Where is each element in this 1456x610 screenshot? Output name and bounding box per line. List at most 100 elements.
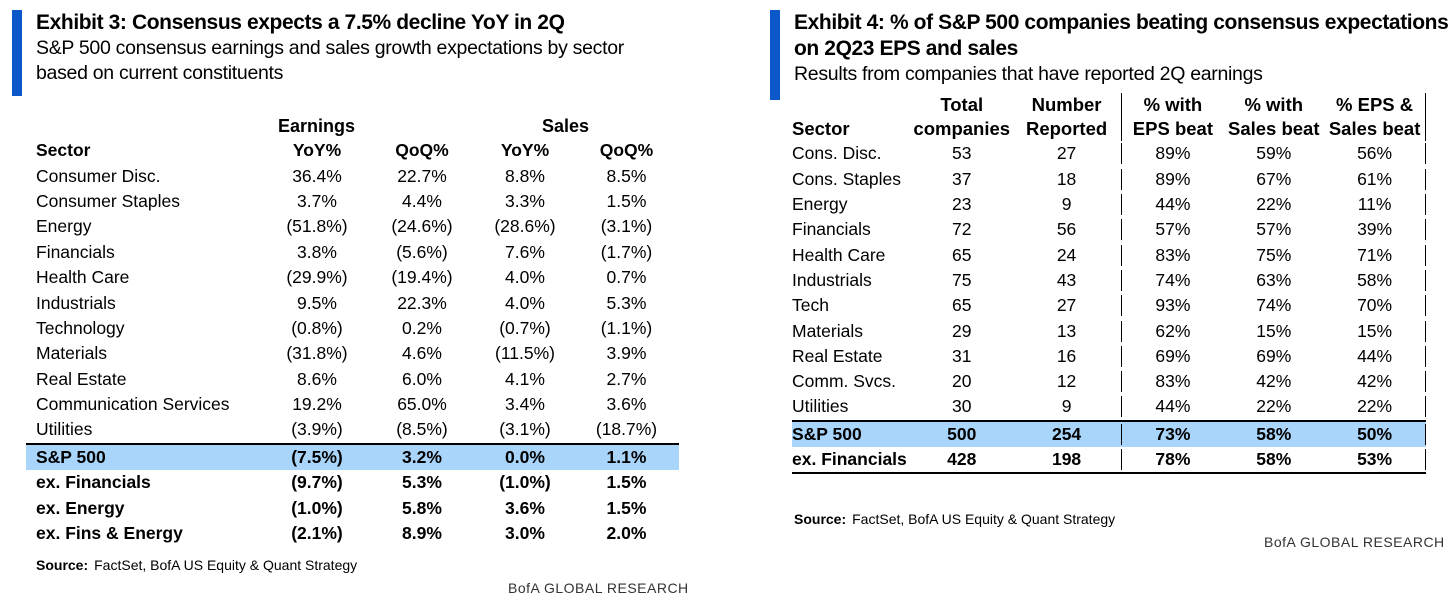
sector-cell: Technology (36, 317, 125, 338)
value-cell: (2.1%) (291, 523, 343, 544)
value-cell: 0.0% (505, 446, 545, 467)
value-cell: 56% (1324, 143, 1427, 165)
sector-cell: Utilities (36, 419, 93, 440)
value-cell: 42% (1324, 371, 1427, 393)
value-cell: 1.5% (606, 497, 647, 518)
value-cell: (1.0%) (291, 497, 343, 518)
value-cell: 22.3% (397, 292, 447, 313)
value-cell: 29 (952, 320, 972, 341)
column-header: Total companies (913, 94, 1011, 140)
exhibit-4-title-line1: Exhibit 4: % of S&P 500 companies beatin… (794, 11, 1449, 34)
value-cell: 22% (1256, 194, 1292, 215)
value-cell: 4.1% (505, 368, 545, 389)
column-header: Sector (36, 140, 91, 161)
exhibit-3-brand: BofA GLOBAL RESEARCH (508, 580, 689, 596)
sector-cell: Financials (36, 241, 115, 262)
table-row: Consumer Staples 3.7% 4.4% 3.3% 1.5% (26, 189, 679, 214)
value-cell: 53 (952, 143, 972, 164)
value-cell: 9 (1061, 396, 1072, 417)
value-cell: (11.5%) (495, 343, 555, 364)
value-cell: 65.0% (397, 394, 447, 415)
value-cell: 72 (952, 219, 972, 240)
value-cell: 8.9% (402, 523, 442, 544)
value-cell: 58% (1324, 269, 1427, 291)
exhibit-3-subtitle-line1: S&P 500 consensus earnings and sales gro… (36, 37, 624, 59)
value-cell: 3.9% (606, 343, 647, 364)
table-row: Utilities (3.9%) (8.5%) (3.1%) (18.7%) (26, 417, 679, 442)
value-cell: (18.7%) (595, 419, 658, 440)
table-row: Cons. Disc. 53 27 89% 59% 56% (792, 141, 1427, 166)
value-cell: 5.8% (402, 497, 442, 518)
table-row: Energy 23 9 44% 22% 11% (792, 192, 1427, 217)
value-cell: 20 (952, 371, 972, 392)
sector-cell: Energy (36, 216, 92, 237)
value-cell: 39% (1324, 219, 1427, 241)
source-label: Source: (36, 557, 89, 573)
sector-cell: Health Care (792, 244, 886, 265)
value-cell: 254 (1051, 423, 1082, 444)
column-header: % with EPS beat (1121, 93, 1223, 142)
table-row: Real Estate 8.6% 6.0% 4.1% 2.7% (26, 367, 679, 392)
total-row: ex. Energy (1.0%) 5.8% 3.6% 1.5% (26, 495, 679, 520)
sector-cell: Cons. Disc. (792, 143, 882, 164)
value-cell: 5.3% (402, 472, 442, 493)
value-cell: 4.0% (505, 292, 545, 313)
value-cell: 73% (1121, 423, 1223, 445)
value-cell: 31 (952, 345, 972, 366)
accent-bar (770, 10, 780, 100)
value-cell: 67% (1256, 168, 1292, 189)
value-cell: 4.6% (402, 343, 442, 364)
value-cell: 4.4% (402, 190, 442, 211)
sector-cell: S&P 500 (36, 446, 106, 467)
value-cell: 58% (1256, 423, 1292, 444)
value-cell: (31.8%) (286, 343, 348, 364)
exhibit-4-brand: BofA GLOBAL RESEARCH (1264, 534, 1445, 550)
value-cell: 65 (952, 244, 972, 265)
value-cell: 11% (1324, 194, 1427, 216)
exhibit-3-subtitle-line2: based on current constituents (36, 62, 284, 84)
value-cell: 69% (1121, 345, 1223, 367)
sector-cell: ex. Financials (36, 472, 151, 493)
value-cell: 89% (1121, 168, 1223, 190)
value-cell: 3.0% (505, 523, 545, 544)
value-cell: 27 (1056, 143, 1077, 164)
table-row: Industrials 9.5% 22.3% 4.0% 5.3% (26, 290, 679, 315)
table-row: Materials (31.8%) 4.6% (11.5%) 3.9% (26, 341, 679, 366)
value-cell: 50% (1324, 423, 1427, 445)
exhibit-4-body: Cons. Disc. 53 27 89% 59% 56% Cons. Staples 37 1… (792, 141, 1427, 419)
column-header: QoQ% (599, 140, 654, 161)
value-cell: 83% (1121, 244, 1223, 266)
value-cell: 56 (1056, 219, 1077, 240)
value-cell: 74% (1256, 295, 1292, 316)
table-row: Technology (0.8%) 0.2% (0.7%) (1.1%) (26, 316, 679, 341)
table-row: Communication Services 19.2% 65.0% 3.4% 3.6% (26, 392, 679, 417)
table-row: Cons. Staples 37 18 89% 67% 61% (792, 167, 1427, 192)
value-cell: 8.8% (505, 165, 545, 186)
value-cell: 19.2% (292, 394, 342, 415)
value-cell: 44% (1121, 396, 1223, 418)
value-cell: 69% (1256, 345, 1292, 366)
exhibit-3-header: Exhibit 3: Consensus expects a 7.5% decl… (36, 10, 690, 86)
sector-cell: ex. Financials (792, 449, 907, 469)
total-row: ex. Fins & Energy (2.1%) 8.9% 3.0% 2.0% (26, 521, 679, 546)
value-cell: 23 (952, 194, 972, 215)
sector-cell: S&P 500 (792, 423, 862, 444)
value-cell: 3.7% (297, 190, 337, 211)
column-header: Number Reported (1025, 94, 1108, 140)
value-cell: 7.6% (505, 241, 545, 262)
value-cell: 3.8% (297, 241, 337, 262)
exhibit-3-totals: S&P 500 (7.5%) 3.2% 0.0% 1.1% ex. Financials (… (26, 442, 679, 547)
value-cell: 65 (952, 295, 972, 316)
group-sales: Sales (542, 116, 590, 136)
table-row: Comm. Svcs. 20 12 83% 42% 42% (792, 369, 1427, 394)
source-text: FactSet, BofA US Equity & Quant Strategy (94, 557, 358, 573)
value-cell: 43 (1056, 269, 1077, 290)
value-cell: 500 (947, 423, 977, 444)
value-cell: 63% (1256, 269, 1292, 290)
value-cell: 3.3% (505, 190, 545, 211)
value-cell: 8.5% (606, 165, 647, 186)
value-cell: 42% (1256, 371, 1292, 392)
sector-cell: Industrials (36, 292, 116, 313)
value-cell: 57% (1256, 219, 1292, 240)
table-row: Health Care 65 24 83% 75% 71% (792, 242, 1427, 267)
